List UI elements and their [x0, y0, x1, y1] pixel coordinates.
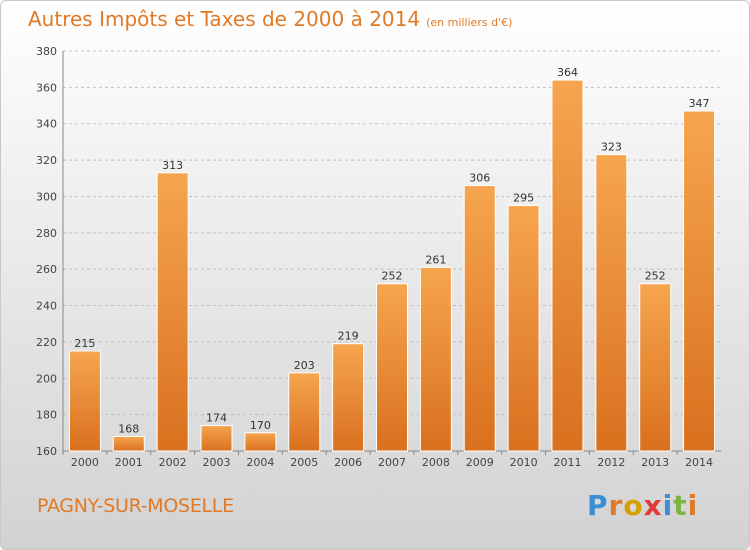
- bar-2008: [419, 266, 452, 452]
- x-tick-label-2003: 2003: [203, 456, 231, 469]
- city-name: PAGNY-SUR-MOSELLE: [37, 495, 234, 517]
- x-tick-label-2014: 2014: [685, 456, 713, 469]
- value-label-2003: 174: [206, 412, 227, 425]
- value-label-2007: 252: [382, 270, 403, 283]
- chart-title-text: Autres Impôts et Taxes de 2000 à 2014: [28, 7, 421, 31]
- logo-letter: o: [623, 489, 644, 522]
- bar-2001: [112, 435, 145, 452]
- bar-2005: [288, 372, 321, 452]
- x-tick-label-2002: 2002: [159, 456, 187, 469]
- y-tick-label: 360: [36, 81, 57, 94]
- x-tick-label-2013: 2013: [641, 456, 669, 469]
- x-tick-label-2001: 2001: [115, 456, 143, 469]
- bar-2007: [376, 283, 408, 452]
- bar-2014: [683, 110, 716, 452]
- y-tick-label: 220: [36, 336, 57, 349]
- y-tick-label: 160: [36, 445, 57, 458]
- chart-subtitle: (en milliers d'€): [426, 16, 513, 29]
- bar-2013: [639, 283, 672, 452]
- bar-2010: [507, 205, 540, 452]
- value-label-2009: 306: [469, 172, 490, 185]
- chart-title: Autres Impôts et Taxes de 2000 à 2014 (en…: [28, 7, 512, 31]
- x-tick-label-2006: 2006: [334, 456, 362, 469]
- value-label-2001: 168: [118, 422, 139, 435]
- bar-2009: [463, 185, 496, 452]
- y-tick-label: 260: [36, 263, 57, 276]
- x-tick-label-2012: 2012: [597, 456, 625, 469]
- x-tick-label-2008: 2008: [422, 456, 450, 469]
- proxiti-logo: Proxiti: [587, 489, 698, 522]
- logo-letter: t: [673, 489, 688, 522]
- y-tick-label: 240: [36, 300, 57, 313]
- x-tick-label-2000: 2000: [71, 456, 99, 469]
- value-label-2012: 323: [601, 141, 622, 154]
- bar-2011: [551, 79, 584, 452]
- bar-2004: [244, 432, 277, 452]
- bar-2002: [156, 172, 189, 452]
- logo-letter: i: [662, 489, 674, 522]
- x-tick-label-2009: 2009: [466, 456, 494, 469]
- y-tick-label: 300: [36, 190, 57, 203]
- logo-letter: r: [608, 489, 624, 522]
- logo-letter: x: [643, 489, 663, 522]
- x-tick-label-2004: 2004: [246, 456, 274, 469]
- value-label-2010: 295: [513, 192, 534, 205]
- x-tick-label-2011: 2011: [553, 456, 581, 469]
- value-label-2005: 203: [294, 359, 315, 372]
- bar-2006: [332, 343, 365, 452]
- y-tick-label: 340: [36, 118, 57, 131]
- value-label-2013: 252: [645, 270, 666, 283]
- value-label-2004: 170: [250, 419, 271, 432]
- value-label-2014: 347: [689, 97, 710, 110]
- x-tick-label-2007: 2007: [378, 456, 406, 469]
- x-tick-label-2005: 2005: [290, 456, 318, 469]
- bar-2000: [68, 350, 101, 452]
- y-tick-label: 180: [36, 409, 57, 422]
- value-label-2011: 364: [557, 66, 578, 79]
- y-tick-label: 200: [36, 372, 57, 385]
- logo-letter: P: [587, 489, 609, 522]
- y-tick-label: 280: [36, 227, 57, 240]
- value-label-2002: 313: [162, 159, 183, 172]
- logo-letter: i: [687, 489, 699, 522]
- value-label-2000: 215: [74, 337, 95, 350]
- bar-2012: [595, 154, 628, 452]
- x-tick-label-2010: 2010: [510, 456, 538, 469]
- y-tick-label: 320: [36, 154, 57, 167]
- bar-2003: [200, 425, 233, 452]
- value-label-2006: 219: [338, 330, 359, 343]
- y-tick-label: 380: [36, 45, 57, 58]
- value-label-2008: 261: [425, 253, 446, 266]
